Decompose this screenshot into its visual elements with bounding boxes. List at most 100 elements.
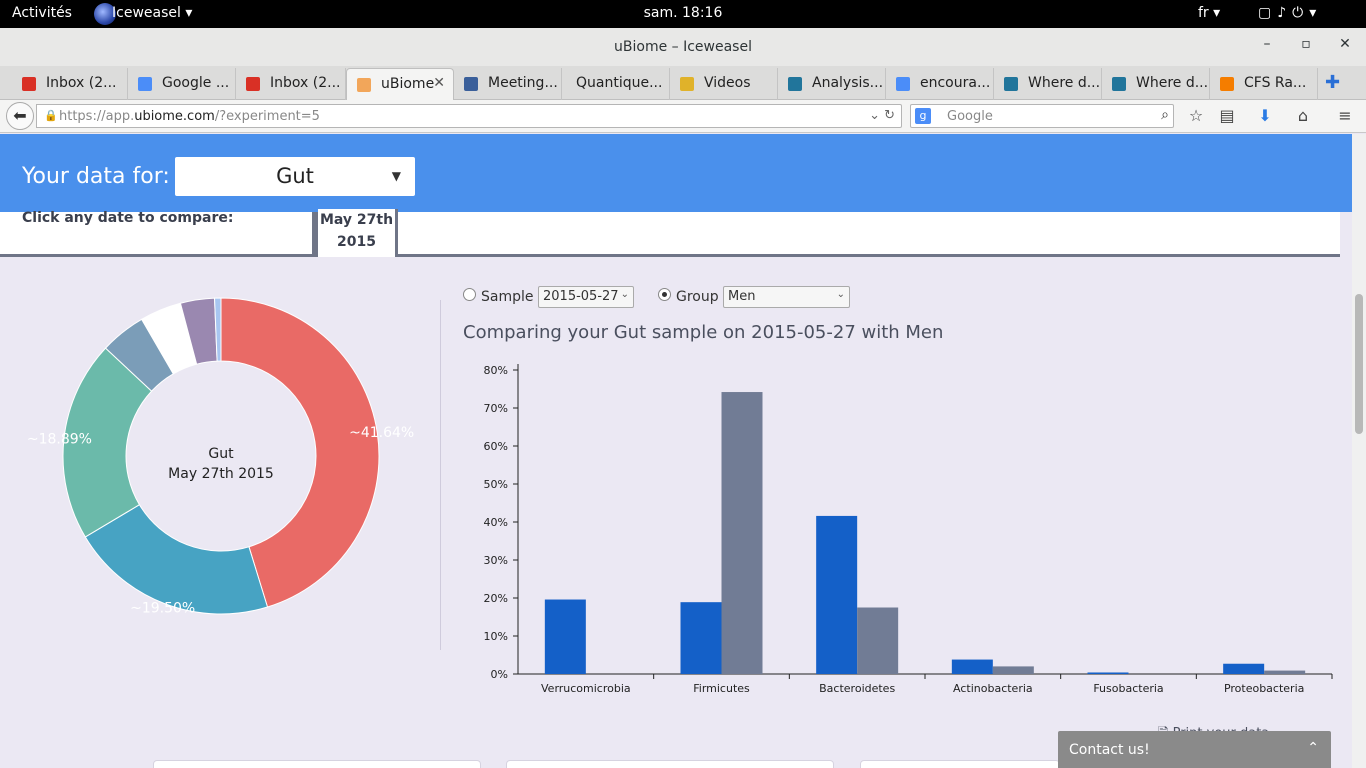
- tab-label: Inbox (2...: [270, 75, 341, 91]
- scrollbar-thumb[interactable]: [1355, 294, 1363, 434]
- close-window-icon[interactable]: ✕: [1339, 36, 1351, 52]
- vertical-divider: [440, 300, 441, 650]
- tab-0[interactable]: Inbox (2...: [12, 68, 128, 100]
- x-tick-label: Verrucomicrobia: [541, 682, 631, 695]
- chevron-down-icon: ⌄: [620, 289, 629, 300]
- tab-8[interactable]: encoura...: [886, 68, 994, 100]
- x-tick-label: Proteobacteria: [1224, 682, 1304, 695]
- y-tick-label: 20%: [484, 592, 508, 605]
- bar-firmicutes-s0[interactable]: [680, 602, 722, 674]
- bar-actinobacteria-s1[interactable]: [992, 666, 1034, 674]
- tab-label: encoura...: [920, 75, 991, 91]
- maximize-icon[interactable]: ▫: [1301, 36, 1311, 52]
- x-tick-label: Actinobacteria: [953, 682, 1033, 695]
- app-menu-button[interactable]: Iceweasel ▾: [112, 5, 193, 21]
- date-tab-line1: May 27th: [319, 212, 394, 228]
- minimize-icon[interactable]: –: [1263, 36, 1271, 52]
- data-for-label: Your data for:: [22, 164, 170, 189]
- search-box[interactable]: g Google ⌕: [910, 104, 1174, 128]
- bar-verrucomicrobia-s0[interactable]: [544, 599, 586, 674]
- tab-1[interactable]: Google ...: [128, 68, 236, 100]
- tab-label: CFS Ra...: [1244, 75, 1307, 91]
- donut-center-center-line2: May 27th 2015: [168, 466, 274, 482]
- search-icon[interactable]: ⌕: [1161, 107, 1169, 123]
- tab-label: Where d...: [1136, 75, 1209, 91]
- new-tab-icon[interactable]: ✚: [1325, 72, 1341, 93]
- page-content: Your data for: Gut ▼ Click any date to c…: [0, 134, 1352, 768]
- blogger-icon: [1220, 77, 1234, 91]
- language-label: fr: [1198, 5, 1209, 21]
- group-select[interactable]: Men ⌄: [723, 286, 850, 308]
- data-header: Your data for: Gut ▼: [0, 134, 1352, 212]
- bar-bacteroidetes-s1[interactable]: [857, 607, 899, 675]
- gmail-icon: [22, 77, 36, 91]
- sample-site-select[interactable]: Gut ▼: [175, 157, 415, 196]
- tab-9[interactable]: Where d...: [994, 68, 1102, 100]
- tab-10[interactable]: Where d...: [1102, 68, 1210, 100]
- activities-button[interactable]: Activités: [12, 5, 72, 21]
- bookmark-star-icon[interactable]: ☆: [1188, 106, 1204, 125]
- tab-6[interactable]: Videos: [670, 68, 778, 100]
- x-tick-label: Fusobacteria: [1093, 682, 1163, 695]
- bar-actinobacteria-s0[interactable]: [951, 659, 993, 674]
- donut-slice-0[interactable]: [220, 297, 380, 608]
- tab-label: uBiome: [381, 76, 435, 92]
- language-menu[interactable]: fr ▾: [1198, 5, 1221, 21]
- volume-icon: ♪: [1277, 5, 1293, 21]
- bar-bacteroidetes-s0[interactable]: [816, 515, 858, 674]
- reload-icon[interactable]: ⌄ ↻: [869, 108, 895, 123]
- summary-card: [153, 760, 481, 768]
- clock[interactable]: sam. 18:16: [643, 5, 723, 21]
- summary-card: [860, 760, 1060, 768]
- videos-icon: [680, 77, 694, 91]
- system-tray[interactable]: ▢♪⏻▾: [1258, 5, 1323, 21]
- tab-2[interactable]: Inbox (2...: [236, 68, 346, 100]
- url-domain: ubiome.com: [134, 109, 215, 124]
- home-icon[interactable]: ⌂: [1297, 106, 1309, 125]
- page-scrollbar[interactable]: [1352, 134, 1366, 768]
- tab-label: Meeting...: [488, 75, 558, 91]
- x-tick-label: Bacteroidetes: [819, 682, 895, 695]
- contact-us-widget[interactable]: Contact us! ⌃: [1058, 731, 1331, 768]
- donut-slice-1[interactable]: [84, 504, 269, 615]
- tab-7[interactable]: Analysis...: [778, 68, 886, 100]
- group-value: Men: [728, 289, 756, 304]
- donut-center-center-line1: Gut: [208, 446, 234, 462]
- sample-radio[interactable]: [463, 288, 476, 301]
- sample-date-value: 2015-05-27: [543, 289, 619, 304]
- donut-slice-6[interactable]: [214, 297, 222, 362]
- group-radio[interactable]: [658, 288, 671, 301]
- tab-label: Quantique...: [576, 75, 663, 91]
- google-icon: [896, 77, 910, 91]
- tab-label: Where d...: [1028, 75, 1101, 91]
- contact-us-label: Contact us!: [1069, 742, 1150, 758]
- tab-3[interactable]: uBiome ✕: [346, 68, 454, 100]
- back-button[interactable]: ⬅: [6, 102, 34, 130]
- url-bar[interactable]: 🔒 https://app.ubiome.com/?experiment=5 ⌄…: [36, 104, 902, 128]
- tab-4[interactable]: Meeting...: [454, 68, 562, 100]
- grid-icon: [464, 77, 478, 91]
- lock-icon: 🔒: [44, 109, 58, 122]
- wordpress-icon: [1004, 77, 1018, 91]
- close-tab-icon[interactable]: ✕: [433, 75, 445, 91]
- sample-date-select[interactable]: 2015-05-27 ⌄: [538, 286, 634, 308]
- tab-11[interactable]: CFS Ra...: [1210, 68, 1318, 100]
- chevron-down-icon: ▼: [391, 169, 401, 183]
- google-engine-icon[interactable]: g: [915, 108, 931, 124]
- bar-firmicutes-s1[interactable]: [721, 392, 763, 674]
- bar-proteobacteria-s0[interactable]: [1223, 663, 1265, 674]
- y-tick-label: 40%: [484, 516, 508, 529]
- download-icon[interactable]: ⬇: [1258, 106, 1272, 125]
- y-tick-label: 80%: [484, 364, 508, 377]
- bar-fusobacteria-s0[interactable]: [1087, 672, 1129, 674]
- ubiome-icon: [357, 78, 371, 92]
- bar-proteobacteria-s1[interactable]: [1264, 670, 1306, 674]
- donut-slice-label: ~19.50%: [130, 601, 195, 617]
- bar-chart: 0% 10% 20% 30% 40% 50% 60% 70% 80% Verrucomicrobi…: [484, 364, 1333, 695]
- system-top-bar: Activités Iceweasel ▾ sam. 18:16 fr ▾ ▢♪…: [0, 0, 1366, 28]
- app-menu-label: Iceweasel: [112, 5, 181, 21]
- reading-list-icon[interactable]: ▤: [1219, 106, 1235, 125]
- menu-icon[interactable]: ≡: [1338, 106, 1352, 125]
- date-tab[interactable]: May 27th 2015: [318, 209, 398, 257]
- tab-5[interactable]: Quantique...: [562, 68, 670, 100]
